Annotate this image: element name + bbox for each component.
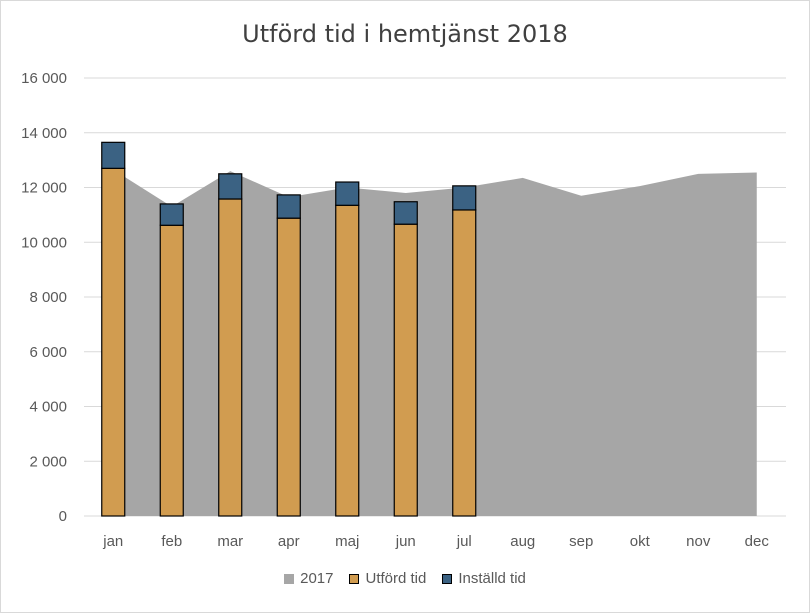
- x-tick-label: jan: [102, 533, 123, 550]
- legend-label-2017: 2017: [300, 570, 334, 587]
- bar-utford-tid: [452, 209, 477, 517]
- bar-installd-tid: [452, 185, 477, 211]
- legend-swatch-installd-tid: [442, 573, 453, 584]
- x-tick-label: aug: [510, 533, 535, 550]
- x-tick-label: sep: [569, 533, 593, 550]
- area-series-2017: [113, 169, 757, 517]
- bar-utford-tid: [276, 217, 301, 517]
- bar-installd-tid: [159, 203, 184, 226]
- bar-utford-tid: [159, 224, 184, 517]
- bar-installd-tid: [335, 181, 360, 206]
- area-2017: [113, 169, 757, 517]
- x-tick-label: dec: [745, 533, 770, 550]
- y-tick-label: 4 000: [29, 399, 67, 416]
- bar-utford-tid: [218, 198, 243, 517]
- x-tick-label: nov: [686, 533, 711, 550]
- legend-item-2017: 2017: [284, 570, 333, 587]
- bar-installd-tid: [218, 173, 243, 200]
- bar-installd-tid: [276, 194, 301, 219]
- y-tick-label: 12 000: [21, 180, 67, 197]
- y-tick-label: 0: [59, 508, 67, 525]
- y-tick-label: 8 000: [29, 289, 67, 306]
- x-axis-tick-labels: jan feb mar apr maj jun jul aug sep okt nov dec: [102, 533, 769, 550]
- legend-label-installd-tid: Inställd tid: [458, 570, 526, 587]
- legend-item-installd-tid: Inställd tid: [442, 570, 526, 587]
- y-tick-label: 10 000: [21, 234, 67, 251]
- x-tick-label: maj: [335, 533, 359, 550]
- y-axis-tick-labels: 0 2 000 4 000 6 000 8 000 10 000 12 000 14 000 1…: [21, 70, 67, 525]
- x-tick-label: mar: [217, 533, 243, 550]
- y-tick-label: 14 000: [21, 125, 67, 142]
- y-tick-label: 6 000: [29, 344, 67, 361]
- bar-utford-tid: [393, 223, 418, 517]
- bar-utford-tid: [335, 204, 360, 517]
- legend-label-utford-tid: Utförd tid: [365, 570, 427, 587]
- bar-utford-tid: [101, 167, 126, 517]
- x-tick-label: jun: [395, 533, 416, 550]
- legend-swatch-utford-tid: [349, 573, 360, 584]
- legend-item-utford-tid: Utförd tid: [349, 570, 426, 587]
- y-tick-label: 16 000: [21, 70, 67, 87]
- bar-series: [101, 141, 477, 517]
- chart-title: Utförd tid i hemtjänst 2018: [242, 20, 568, 48]
- bar-installd-tid: [101, 141, 126, 169]
- legend-swatch-2017: [284, 573, 295, 584]
- x-tick-label: feb: [161, 533, 182, 550]
- bar-installd-tid: [393, 201, 418, 225]
- legend: 2017 Utförd tid Inställd tid: [0, 570, 810, 587]
- x-tick-label: jul: [456, 533, 472, 550]
- y-tick-label: 2 000: [29, 453, 67, 470]
- x-tick-label: okt: [630, 533, 651, 550]
- x-tick-label: apr: [278, 533, 300, 550]
